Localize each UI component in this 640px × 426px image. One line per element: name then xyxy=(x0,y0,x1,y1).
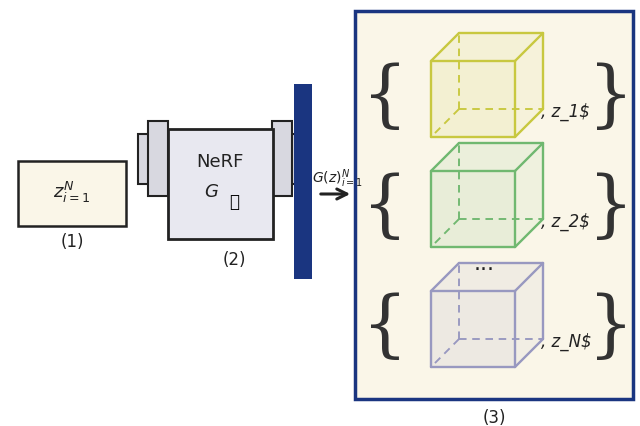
Polygon shape xyxy=(431,62,515,138)
Bar xyxy=(138,135,168,184)
Polygon shape xyxy=(431,144,543,172)
Text: {: { xyxy=(362,292,408,363)
Text: }: } xyxy=(588,292,634,363)
Bar xyxy=(148,122,168,196)
Text: $G(z)_{i=1}^{N}$: $G(z)_{i=1}^{N}$ xyxy=(312,167,363,190)
Text: ···: ··· xyxy=(474,259,495,279)
Bar xyxy=(294,85,312,279)
FancyBboxPatch shape xyxy=(168,130,273,239)
Polygon shape xyxy=(515,34,543,138)
Text: NeRF: NeRF xyxy=(196,153,244,170)
Text: }: } xyxy=(588,173,634,243)
Text: }: } xyxy=(588,63,634,133)
Bar xyxy=(272,135,302,184)
Polygon shape xyxy=(515,263,543,367)
Text: (1): (1) xyxy=(60,233,84,250)
FancyBboxPatch shape xyxy=(18,161,126,227)
Polygon shape xyxy=(515,144,543,248)
Text: (3): (3) xyxy=(483,408,506,426)
Text: , z_1$: , z_1$ xyxy=(541,103,590,121)
Bar xyxy=(272,122,292,196)
Polygon shape xyxy=(431,263,543,291)
Text: $z_{i=1}^{N}$: $z_{i=1}^{N}$ xyxy=(53,179,91,204)
Polygon shape xyxy=(431,34,543,62)
Polygon shape xyxy=(431,172,515,248)
Text: {: { xyxy=(362,173,408,243)
Text: $G$: $G$ xyxy=(204,183,220,201)
FancyBboxPatch shape xyxy=(355,12,633,399)
Text: (2): (2) xyxy=(222,250,246,268)
Text: , z_N$: , z_N$ xyxy=(541,332,591,350)
Text: {: { xyxy=(362,63,408,133)
Text: 🔒: 🔒 xyxy=(229,193,239,210)
Text: , z_2$: , z_2$ xyxy=(541,213,590,230)
Polygon shape xyxy=(431,291,515,367)
